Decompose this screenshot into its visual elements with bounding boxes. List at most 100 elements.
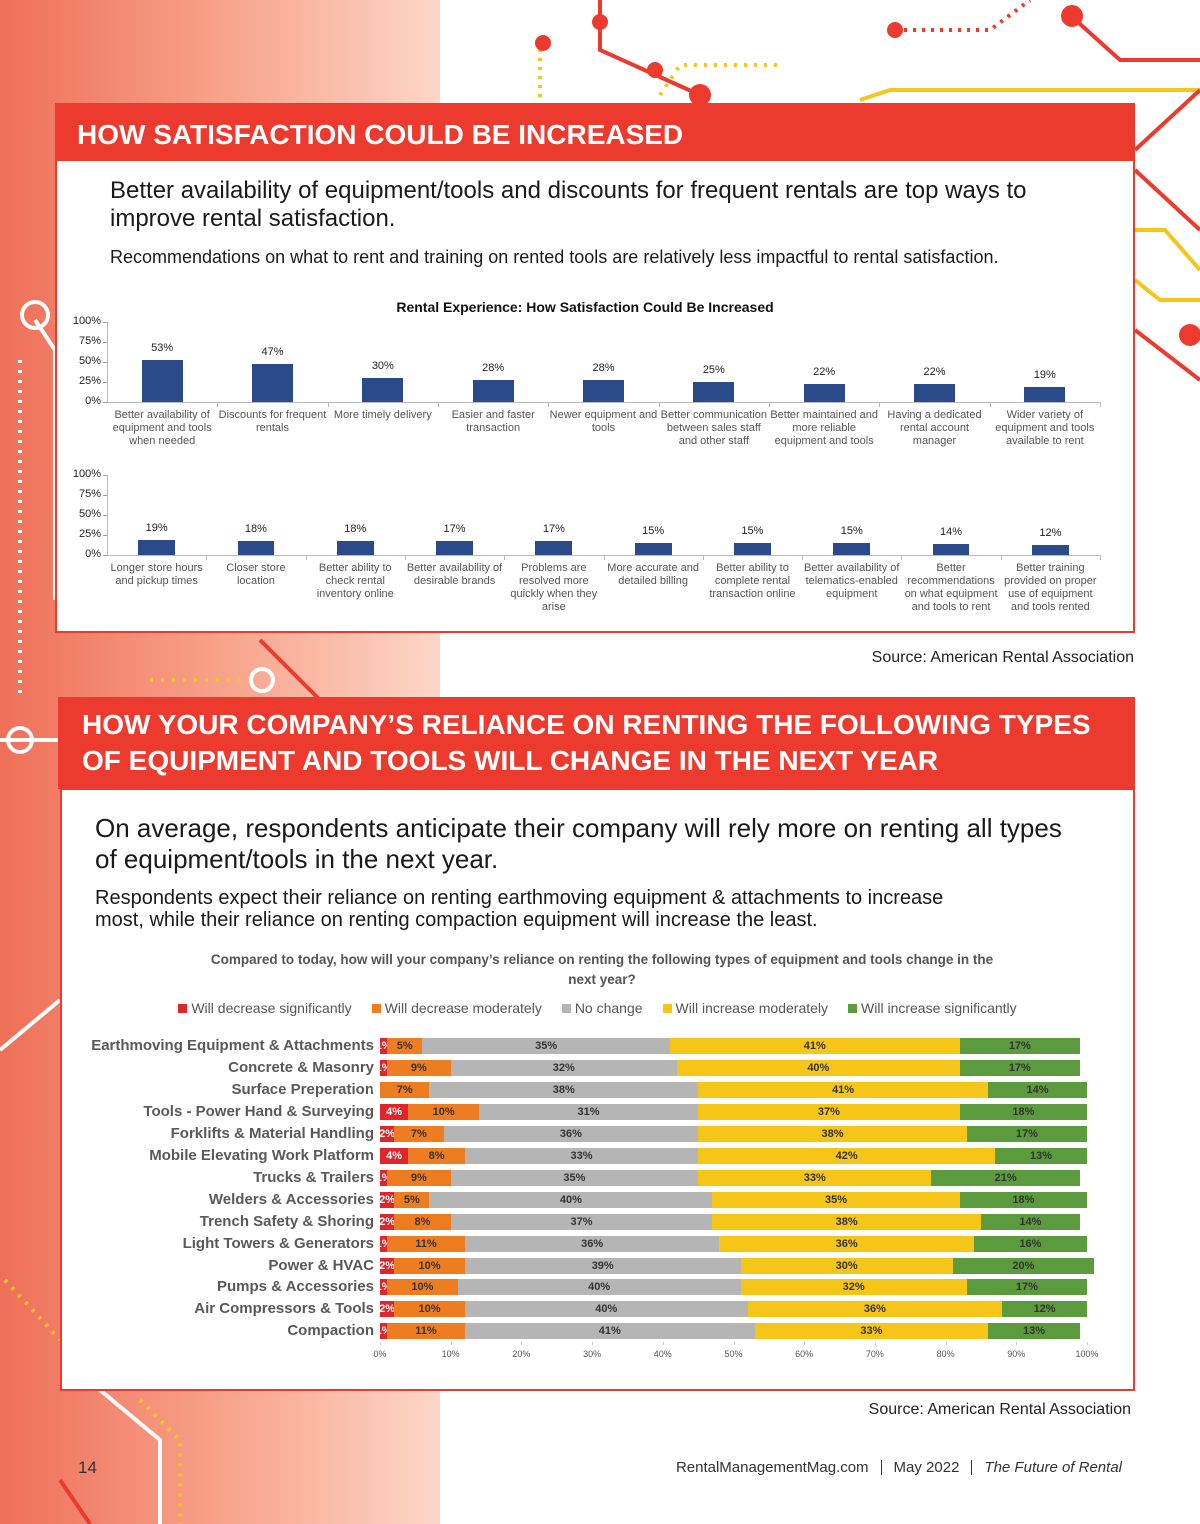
bar-segment [931, 1169, 1080, 1186]
legend-swatch [178, 1003, 188, 1013]
y-tick [103, 402, 107, 403]
bar [693, 382, 735, 402]
value-label: 40% [588, 1281, 611, 1294]
bar-segment [387, 1038, 423, 1054]
bar [252, 364, 293, 402]
bar-segment [988, 1081, 1087, 1098]
category-label: Tools - Power Hand & Surveying [143, 1102, 374, 1120]
bar-segment [747, 1301, 1003, 1318]
x-tick-label: Having a dedicated rental account manage… [887, 409, 982, 447]
bar-segment [380, 1235, 388, 1252]
value-label: 17% [542, 523, 565, 536]
bar-segment [457, 1279, 741, 1296]
value-label: 14% [940, 525, 963, 538]
category-separator [802, 555, 804, 560]
value-label: 5% [396, 1040, 413, 1052]
bar-segment [408, 1103, 479, 1120]
bar [336, 540, 374, 555]
bar [1031, 545, 1069, 555]
x-tick [874, 1342, 876, 1346]
bar-segment [380, 1059, 388, 1076]
y-tick-label: 50% [78, 355, 101, 367]
bar-segment [712, 1191, 960, 1208]
value-label: 38% [821, 1127, 844, 1140]
category-separator [989, 402, 991, 407]
bar-segment [387, 1279, 458, 1296]
value-label: 18% [1012, 1105, 1035, 1118]
value-label: 17% [1015, 1281, 1038, 1294]
bar-segment [380, 1191, 395, 1208]
value-label: 35% [824, 1193, 848, 1206]
x-tick-label: Better ability to check rental inventory… [316, 562, 394, 600]
legend-item: Will increase significantly [848, 1000, 1017, 1016]
value-label: 36% [559, 1127, 582, 1140]
bar-segment [394, 1125, 444, 1142]
source: Source: American Rental Association [868, 1401, 1131, 1418]
value-label: 53% [151, 341, 174, 354]
legend: Will decrease significantly Will decrease… [60, 1000, 1135, 1016]
x-tick [733, 1342, 735, 1346]
value-label: 37% [570, 1215, 593, 1228]
y-tick [103, 342, 107, 343]
value-label: 15% [642, 525, 665, 537]
bar [237, 540, 275, 555]
bar-segment [698, 1147, 996, 1164]
value-label: 14% [1026, 1083, 1049, 1096]
x-tick-label: Better ability to complete rental transa… [709, 562, 796, 600]
bar-segment [719, 1235, 974, 1252]
bar-segment [387, 1059, 451, 1076]
bar [914, 384, 955, 402]
y-tick-label: 0% [85, 395, 101, 407]
bar-segment [464, 1147, 699, 1164]
bar-segment [966, 1279, 1087, 1296]
category-separator [1100, 555, 1101, 560]
value-label: 18% [244, 522, 267, 535]
value-label: 10% [418, 1303, 441, 1316]
bar [803, 384, 845, 402]
y-tick [103, 322, 107, 323]
subhead: Respondents expect their reliance on ren… [95, 887, 944, 931]
bar [734, 543, 771, 555]
x-tick [450, 1342, 452, 1346]
category-label: Pumps & Accessories [216, 1278, 374, 1296]
legend-item: Will decrease moderately [371, 1000, 542, 1016]
value-label: 15% [840, 525, 863, 537]
bar-segment [387, 1235, 465, 1252]
value-label: 10% [432, 1105, 455, 1118]
bar-segment [740, 1257, 953, 1274]
bar-segment [450, 1059, 677, 1076]
bar-segment [380, 1103, 409, 1120]
x-tick-label: Better communication between sales staff… [660, 409, 768, 447]
y-tick [103, 515, 107, 516]
category-label: Air Compressors & Tools [194, 1300, 374, 1318]
value-label: 32% [552, 1061, 575, 1074]
category-separator [217, 402, 219, 407]
bar-segment [443, 1125, 699, 1142]
legend-label: Will increase moderately [675, 1000, 829, 1016]
value-label: 5% [403, 1193, 420, 1206]
source: Source: American Rental Association [871, 649, 1134, 666]
x-tick-label: Discounts for frequent rentals [218, 409, 327, 434]
bar-segment [698, 1103, 960, 1120]
bar-segment [380, 1323, 388, 1340]
page-number: 14 [78, 1458, 97, 1477]
value-label: 35% [535, 1040, 558, 1052]
category-label: Welders & Accessories [208, 1190, 374, 1208]
value-label: 7% [410, 1127, 427, 1140]
value-label: 2% [379, 1127, 396, 1140]
bar-segment [380, 1169, 388, 1186]
bar-segment [980, 1213, 1080, 1230]
value-label: 38% [835, 1215, 858, 1228]
section-header: HOW SATISFACTION COULD BE INCREASED [55, 103, 1135, 161]
x-tick-label: 40% [653, 1349, 672, 1360]
y-tick [103, 555, 107, 556]
value-label: 28% [482, 361, 505, 374]
bar-segment [429, 1191, 713, 1208]
bar-segment [698, 1081, 988, 1098]
x-tick [521, 1342, 523, 1346]
bar-segment [380, 1301, 395, 1318]
y-tick [103, 362, 107, 363]
value-label: 41% [598, 1325, 621, 1338]
category-label: Mobile Elevating Work Platform [149, 1146, 374, 1164]
